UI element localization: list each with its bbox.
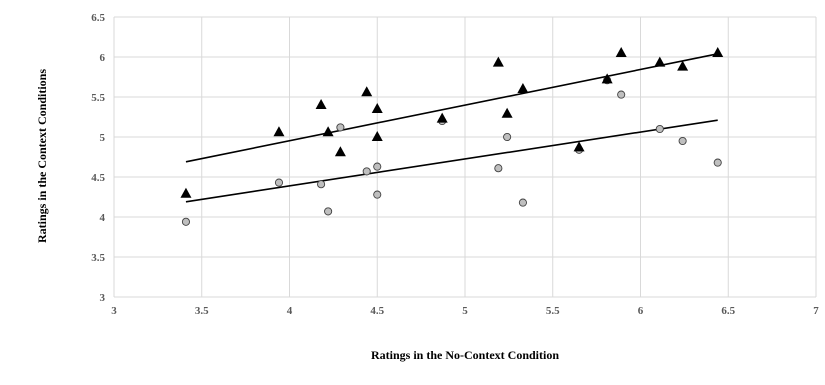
circle-point [518, 198, 527, 207]
circle-point [503, 132, 512, 142]
circle-point [373, 162, 382, 171]
y-tick-label: 6 [100, 52, 106, 64]
triangle-point [371, 131, 383, 141]
data-points [180, 47, 724, 226]
triangle-point [322, 126, 334, 137]
triangle-point [573, 141, 585, 152]
triangle-point [361, 86, 373, 97]
y-tick-label: 5.5 [91, 92, 105, 104]
triangle-point [273, 126, 285, 137]
x-axis-title: Ratings in the No-Context Condition [371, 348, 559, 362]
circle-point [678, 136, 687, 146]
circle-point [362, 167, 371, 176]
circle-point [373, 190, 382, 199]
x-tick-label: 3.5 [195, 305, 209, 317]
x-tick-label: 6 [638, 305, 644, 317]
triangle-point [436, 112, 448, 123]
triangle-point [712, 47, 724, 57]
circle-point [655, 124, 664, 134]
x-tick-label: 5 [462, 305, 468, 317]
y-axis-title: Ratings in the Context Conditions [35, 69, 49, 243]
triangle-point [501, 107, 513, 118]
y-tick-label: 4.5 [91, 172, 105, 184]
circle-point [713, 158, 722, 167]
triangle-point [615, 47, 627, 57]
circle-point [181, 217, 191, 226]
circle-point [494, 164, 503, 173]
triangle-point [334, 146, 346, 157]
circle-point [336, 123, 345, 132]
y-tick-label: 6.5 [91, 12, 105, 24]
circle-point [324, 207, 333, 216]
circle-point [617, 90, 626, 99]
y-tick-labels: 3 3.5 4 4.5 5 5.5 6 6.5 [91, 12, 105, 304]
triangle-point [180, 187, 192, 198]
triangle-point [517, 83, 529, 93]
y-tick-label: 3 [100, 292, 106, 304]
trendlines [185, 53, 718, 203]
circle-point [317, 180, 326, 189]
triangle-point [315, 99, 327, 109]
x-tick-labels: 3 3.5 4 4.5 5 5.5 6 6.5 7 [111, 305, 819, 317]
x-tick-label: 4 [287, 305, 293, 317]
trendline-series-1 [185, 53, 718, 163]
trendline-series-2 [185, 119, 718, 203]
triangle-point [371, 103, 383, 113]
y-tick-label: 4 [100, 212, 106, 224]
y-tick-label: 3.5 [91, 252, 105, 264]
gridlines [113, 16, 817, 298]
x-tick-label: 6.5 [721, 305, 735, 317]
x-tick-label: 4.5 [370, 305, 384, 317]
x-tick-label: 5.5 [546, 305, 560, 317]
triangle-point [677, 60, 689, 71]
triangle-point [654, 56, 666, 67]
circle-point [274, 178, 284, 187]
triangle-point [601, 73, 613, 84]
x-tick-label: 7 [813, 305, 819, 317]
x-tick-label: 3 [111, 305, 117, 317]
triangle-point [492, 56, 504, 67]
y-tick-label: 5 [100, 132, 106, 144]
